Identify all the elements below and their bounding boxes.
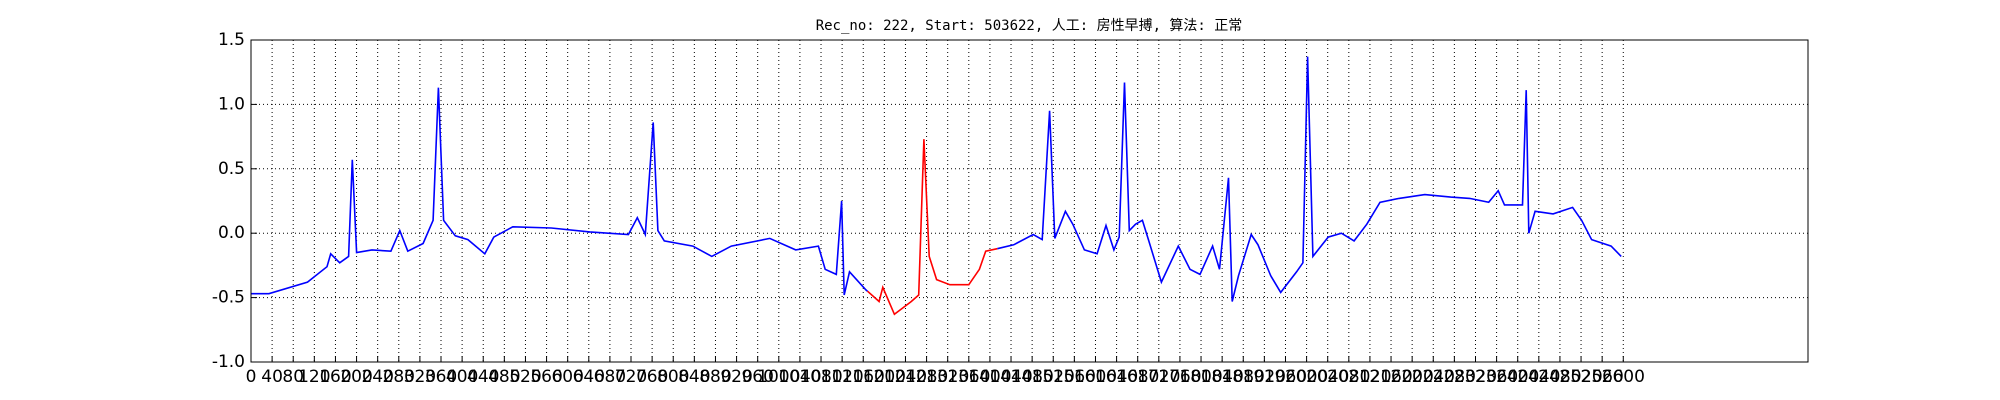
x-tick-label: 320 (404, 367, 436, 387)
x-tick-label: 1720 (1137, 367, 1180, 387)
x-tick-label: 1200 (863, 367, 906, 387)
x-tick-label: 800 (657, 367, 689, 387)
x-tick-label: 2520 (1559, 367, 1602, 387)
x-tick-label: 2360 (1475, 367, 1518, 387)
plot-frame (250, 39, 1809, 363)
x-tick-label: 1320 (926, 367, 969, 387)
y-tick-label: 0.5 (218, 159, 245, 179)
y-tick-label: 1.0 (218, 94, 245, 114)
x-tick-label: 880 (699, 367, 731, 387)
x-tick-label: 1440 (989, 367, 1032, 387)
ecg-line (866, 139, 998, 316)
x-tick-label: 1400 (968, 367, 1011, 387)
x-tick-label: 920 (720, 367, 752, 387)
x-tick-label: 1080 (799, 367, 842, 387)
x-tick-label: 1680 (1116, 367, 1159, 387)
x-tick-label: 1040 (778, 367, 821, 387)
x-tick-label: 2120 (1348, 367, 1391, 387)
x-tick-label: 40 (261, 367, 283, 387)
x-tick-label: 280 (383, 367, 415, 387)
x-tick-label: 200 (340, 367, 372, 387)
x-tick-label: 2480 (1538, 367, 1581, 387)
x-tick-label: 2440 (1517, 367, 1560, 387)
x-tick-label: 2080 (1327, 367, 1370, 387)
x-tick-label: 1480 (1011, 367, 1054, 387)
x-tick-label: 1560 (1053, 367, 1096, 387)
x-tick-label: 2400 (1496, 367, 1539, 387)
x-tick-label: 2040 (1306, 367, 1349, 387)
x-tick-label: 640 (573, 367, 605, 387)
x-tick-label: 1760 (1158, 367, 1201, 387)
x-tick-label: 400 (446, 367, 478, 387)
x-tick-label: 1160 (842, 367, 885, 387)
ecg-line (251, 87, 869, 296)
ecg-line (997, 56, 1622, 302)
x-tick-label: 160 (319, 367, 351, 387)
x-tick-label: 480 (488, 367, 520, 387)
x-tick-label: 840 (678, 367, 710, 387)
y-tick-label: -1.0 (212, 352, 245, 372)
x-tick-label: 1000 (757, 367, 800, 387)
x-tick-label: 1240 (884, 367, 927, 387)
x-tick-label: 1520 (1032, 367, 1075, 387)
x-tick-label: 1840 (1201, 367, 1244, 387)
x-tick-label: 1600 (1074, 367, 1117, 387)
x-tick-label: 2560 (1581, 367, 1624, 387)
x-tick-label: 2200 (1391, 367, 1434, 387)
x-tick-label: 1120 (820, 367, 863, 387)
x-tick-label: 240 (361, 367, 393, 387)
x-tick-label: 0 (246, 367, 257, 387)
chart-title: Rec_no: 222, Start: 503622, 人工: 房性早搏, 算法… (816, 17, 1243, 34)
x-tick-label: 1280 (905, 367, 948, 387)
x-tick-label: 680 (594, 367, 626, 387)
y-tick-label: 0.0 (218, 223, 245, 243)
x-tick-label: 1360 (947, 367, 990, 387)
x-tick-label: 520 (509, 367, 541, 387)
x-tick-label: 600 (551, 367, 583, 387)
x-tick-label: 2160 (1369, 367, 1412, 387)
x-tick-label: 560 (530, 367, 562, 387)
x-tick-label: 1960 (1264, 367, 1307, 387)
x-tick-label: 80 (282, 367, 304, 387)
x-tick-label: 2000 (1285, 367, 1328, 387)
x-tick-label: 1920 (1243, 367, 1286, 387)
x-tick-label: 720 (615, 367, 647, 387)
x-tick-label: 2320 (1454, 367, 1497, 387)
x-tick-label: 2600 (1602, 367, 1645, 387)
x-tick-label: 760 (636, 367, 668, 387)
x-tick-label: 1640 (1095, 367, 1138, 387)
y-tick-label: 1.5 (218, 30, 245, 50)
x-tick-label: 120 (298, 367, 330, 387)
y-tick-label: -0.5 (212, 288, 245, 308)
x-tick-label: 2280 (1433, 367, 1476, 387)
x-tick-label: 1880 (1222, 367, 1265, 387)
x-tick-label: 2240 (1412, 367, 1455, 387)
x-tick-label: 1800 (1179, 367, 1222, 387)
x-tick-label: 960 (741, 367, 773, 387)
x-tick-label: 360 (425, 367, 457, 387)
x-tick-label: 440 (467, 367, 499, 387)
